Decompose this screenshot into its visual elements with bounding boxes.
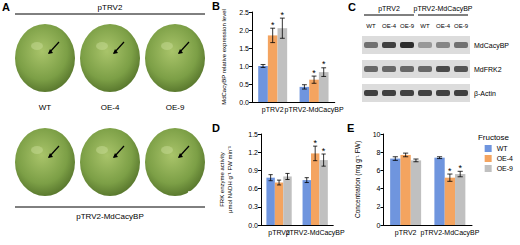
svg-text:10: 10 (373, 131, 381, 138)
svg-text:WT: WT (497, 145, 509, 152)
svg-text:2: 2 (377, 203, 381, 210)
svg-text:WT: WT (420, 23, 430, 29)
svg-text:1.5: 1.5 (239, 45, 249, 52)
svg-text:pTRV2: pTRV2 (262, 106, 284, 114)
svg-text:OE-4: OE-4 (382, 23, 397, 29)
svg-text:WT: WT (366, 23, 376, 29)
svg-text:OE-9: OE-9 (400, 23, 415, 29)
svg-text:OE-9: OE-9 (497, 165, 513, 172)
svg-text:1.5: 1.5 (248, 131, 258, 138)
svg-text:2.0: 2.0 (239, 27, 249, 34)
svg-text:pTRV2: pTRV2 (378, 5, 400, 13)
svg-text:1.0: 1.0 (239, 63, 249, 70)
svg-text:OE-4: OE-4 (497, 155, 513, 162)
svg-text:pTRV2-MdCacyBP: pTRV2-MdCacyBP (285, 106, 344, 114)
svg-text:*: * (313, 138, 317, 148)
svg-text:A: A (2, 1, 10, 13)
svg-text:pTRV2-MdCacyBP: pTRV2-MdCacyBP (413, 5, 472, 13)
svg-text:MdFRK2: MdFRK2 (474, 66, 502, 73)
svg-text:0.5: 0.5 (239, 81, 249, 88)
svg-text:4: 4 (377, 185, 381, 192)
svg-text:Concentration (mg g⁻¹ FW): Concentration (mg g⁻¹ FW) (354, 141, 362, 218)
svg-text:WT: WT (39, 103, 52, 112)
svg-text:0.0: 0.0 (239, 99, 249, 106)
svg-text:*: * (281, 10, 285, 20)
svg-text:MdCacyBP: MdCacyBP (474, 42, 509, 50)
svg-text:0.9: 0.9 (248, 167, 258, 174)
svg-text:*: * (322, 146, 326, 156)
html-text:D: D (212, 122, 220, 134)
svg-text:FRK enzyme activity: FRK enzyme activity (219, 152, 225, 207)
svg-text:OE-4: OE-4 (101, 103, 120, 112)
svg-text:0.0: 0.0 (248, 222, 258, 229)
svg-text:pTRV2: pTRV2 (395, 229, 417, 237)
svg-text:0.6: 0.6 (248, 185, 258, 192)
svg-text:*: * (271, 20, 275, 30)
svg-text:C: C (348, 1, 356, 13)
svg-text:pTRV2-MdCacyBP: pTRV2-MdCacyBP (420, 229, 479, 237)
svg-text:pTRV2-MdCacyBP: pTRV2-MdCacyBP (286, 229, 345, 237)
svg-text:OE-9: OE-9 (166, 103, 185, 112)
svg-text:OE-4: OE-4 (436, 23, 451, 29)
svg-text:0: 0 (377, 222, 381, 229)
svg-text:pTRV2: pTRV2 (268, 229, 290, 236)
svg-text:β-Actin: β-Actin (474, 90, 496, 98)
svg-text:2.5: 2.5 (239, 9, 249, 16)
svg-text:μmol NADH g⁻¹ FW min⁻¹: μmol NADH g⁻¹ FW min⁻¹ (227, 146, 233, 213)
svg-text:*: * (312, 68, 316, 78)
svg-text:pTRV2-MdCacyBP: pTRV2-MdCacyBP (76, 212, 143, 221)
svg-text:8: 8 (377, 149, 381, 156)
svg-text:*: * (448, 166, 452, 176)
svg-text:*: * (458, 163, 462, 173)
svg-text:*: * (322, 59, 326, 69)
html-text:E: E (347, 122, 355, 134)
html-text:B: B (212, 0, 220, 12)
svg-text:pTRV2: pTRV2 (98, 3, 123, 12)
svg-text:OE-9: OE-9 (454, 23, 469, 29)
svg-text:MdCacyBP relative expression l: MdCacyBP relative expression level (221, 9, 227, 105)
svg-text:0.3: 0.3 (248, 203, 258, 210)
svg-text:1.2: 1.2 (248, 149, 258, 156)
svg-text:Fructose: Fructose (478, 133, 510, 142)
svg-text:6: 6 (377, 167, 381, 174)
